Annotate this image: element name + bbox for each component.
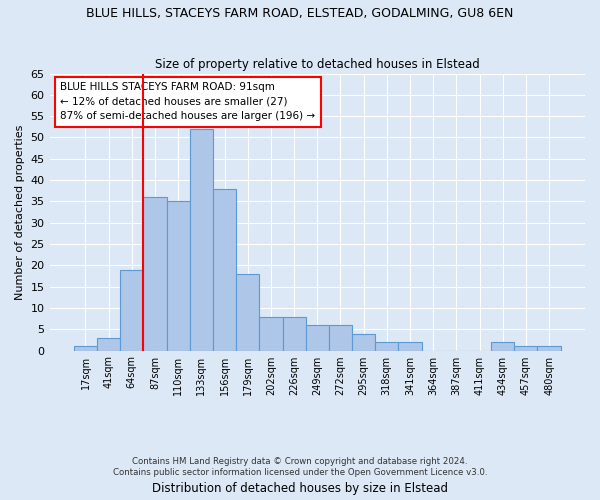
Text: Distribution of detached houses by size in Elstead: Distribution of detached houses by size … (152, 482, 448, 495)
Bar (375, 342, 398, 350)
Bar (305, 325, 329, 350)
Bar (143, 197, 167, 350)
Bar (538, 346, 560, 350)
Bar (236, 274, 259, 350)
Bar (352, 334, 375, 350)
Bar (259, 316, 283, 350)
Text: Contains HM Land Registry data © Crown copyright and database right 2024.
Contai: Contains HM Land Registry data © Crown c… (113, 458, 487, 477)
Bar (97, 338, 120, 350)
Y-axis label: Number of detached properties: Number of detached properties (15, 124, 25, 300)
Bar (74, 346, 97, 350)
Bar (398, 342, 422, 350)
Text: BLUE HILLS STACEYS FARM ROAD: 91sqm
← 12% of detached houses are smaller (27)
87: BLUE HILLS STACEYS FARM ROAD: 91sqm ← 12… (60, 82, 316, 122)
Bar (329, 325, 352, 350)
Bar (213, 188, 236, 350)
Bar (190, 129, 213, 350)
Bar (514, 346, 538, 350)
Bar (120, 270, 143, 350)
Bar (491, 342, 514, 350)
Bar (167, 202, 190, 350)
Title: Size of property relative to detached houses in Elstead: Size of property relative to detached ho… (155, 58, 479, 71)
Text: BLUE HILLS, STACEYS FARM ROAD, ELSTEAD, GODALMING, GU8 6EN: BLUE HILLS, STACEYS FARM ROAD, ELSTEAD, … (86, 8, 514, 20)
Bar (283, 316, 305, 350)
